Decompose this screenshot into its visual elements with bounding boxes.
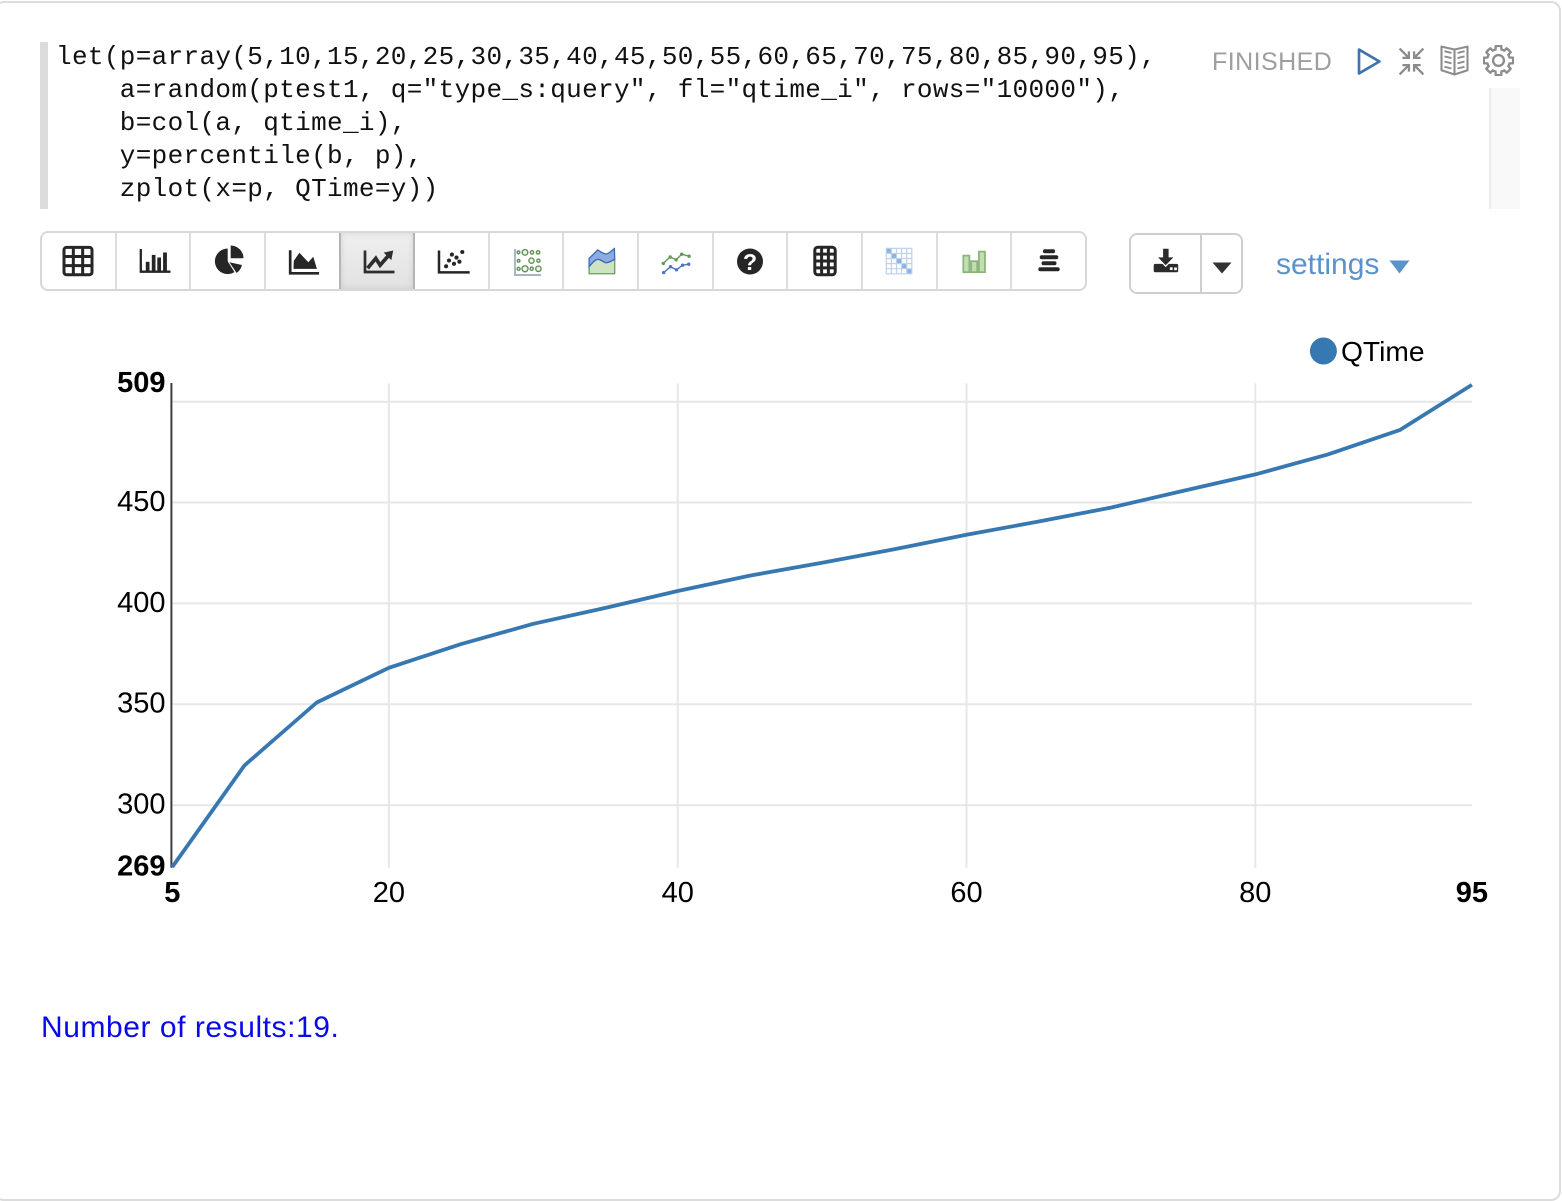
svg-text:269: 269: [117, 851, 165, 883]
svg-text:QTime: QTime: [1341, 335, 1425, 367]
svg-text:20: 20: [373, 877, 405, 909]
svg-text:450: 450: [117, 486, 165, 518]
svg-text:509: 509: [117, 367, 165, 399]
svg-text:80: 80: [1239, 877, 1271, 909]
svg-text:400: 400: [117, 587, 165, 619]
svg-text:?: ?: [743, 249, 757, 275]
svg-text:60: 60: [950, 877, 982, 909]
svg-text:40: 40: [662, 877, 694, 909]
svg-text:350: 350: [117, 688, 165, 720]
svg-text:95: 95: [1456, 877, 1488, 909]
svg-text:5: 5: [164, 877, 180, 909]
svg-text:300: 300: [117, 789, 165, 821]
